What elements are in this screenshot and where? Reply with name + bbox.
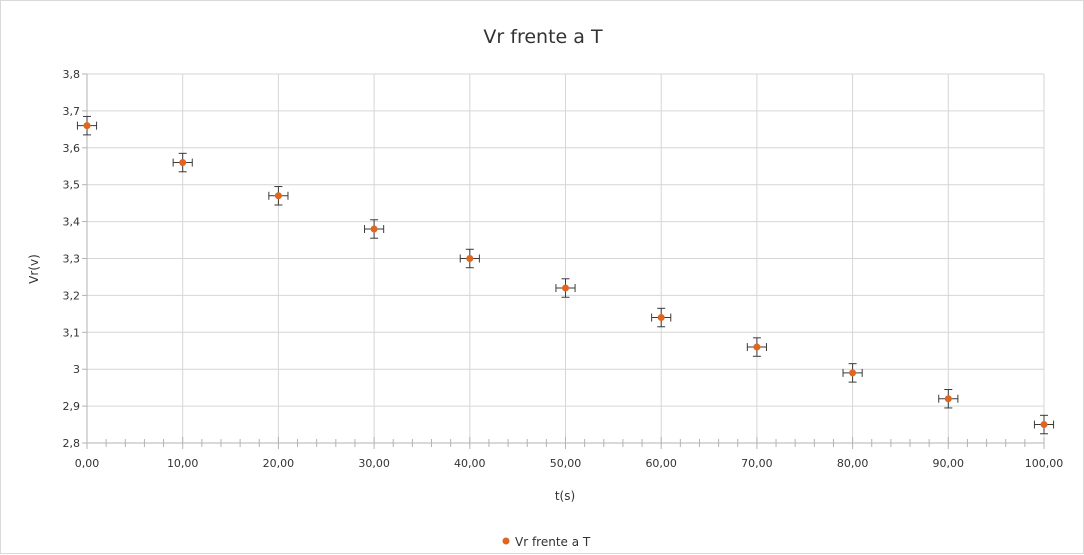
y-axis-label: Vr(v) xyxy=(27,254,41,284)
y-tick-label: 2,9 xyxy=(63,400,81,413)
x-tick-label: 90,00 xyxy=(933,457,965,470)
data-point xyxy=(1033,414,1055,435)
x-tick-label: 100,00 xyxy=(1025,457,1064,470)
y-tick-label: 3,1 xyxy=(63,326,81,339)
y-tick-label: 3,4 xyxy=(63,216,81,229)
chart-title: Vr frente a T xyxy=(483,26,603,48)
legend: Vr frente a T xyxy=(502,535,591,549)
data-point xyxy=(459,248,480,269)
x-tick-label: 50,00 xyxy=(550,457,582,470)
data-point-layer xyxy=(76,115,1055,435)
x-tick-label: 10,00 xyxy=(167,457,199,470)
y-tick-label: 3 xyxy=(73,363,80,376)
y-tick-label: 3,5 xyxy=(63,179,81,192)
scatter-point xyxy=(1040,421,1048,429)
data-point xyxy=(172,152,193,173)
x-tick-label: 20,00 xyxy=(263,457,295,470)
axis-layer xyxy=(82,73,1045,449)
y-tick-label: 3,8 xyxy=(63,68,81,81)
data-point xyxy=(268,186,289,206)
scatter-point xyxy=(753,343,761,351)
x-tick-label: 60,00 xyxy=(645,457,677,470)
scatter-point xyxy=(370,225,378,233)
y-tick-label: 3,2 xyxy=(63,289,81,302)
data-point xyxy=(938,388,959,409)
scatter-point xyxy=(274,192,282,200)
data-point xyxy=(651,307,672,328)
x-tick-label: 0,00 xyxy=(75,457,100,470)
y-tick-label: 3,6 xyxy=(63,142,81,155)
tick-label-layer: 0,00 10,00 20,00 30,00 40,00 50,00 60,00 70,00 8… xyxy=(63,68,1064,470)
scatter-point xyxy=(944,395,952,403)
scatter-point xyxy=(562,284,569,292)
y-tick-label: 3,7 xyxy=(63,105,81,118)
grid-layer xyxy=(86,73,1045,444)
data-point xyxy=(555,278,576,298)
data-point xyxy=(746,337,767,357)
legend-marker xyxy=(502,537,510,545)
y-tick-label: 2,8 xyxy=(63,437,81,450)
y-tick-label: 3,3 xyxy=(63,253,81,266)
x-tick-label: 80,00 xyxy=(837,457,869,470)
scatter-point xyxy=(179,159,187,167)
scatter-point xyxy=(466,255,474,262)
x-axis-label: t(s) xyxy=(555,489,575,503)
x-tick-label: 40,00 xyxy=(454,457,486,470)
x-tick-label: 70,00 xyxy=(741,457,773,470)
data-point xyxy=(842,363,863,383)
scatter-point xyxy=(849,369,857,377)
data-point xyxy=(76,115,98,136)
legend-label: Vr frente a T xyxy=(515,535,591,549)
scatter-point xyxy=(83,122,91,130)
x-tick-label: 30,00 xyxy=(358,457,390,470)
scatter-point xyxy=(657,314,665,322)
data-point xyxy=(364,219,385,239)
